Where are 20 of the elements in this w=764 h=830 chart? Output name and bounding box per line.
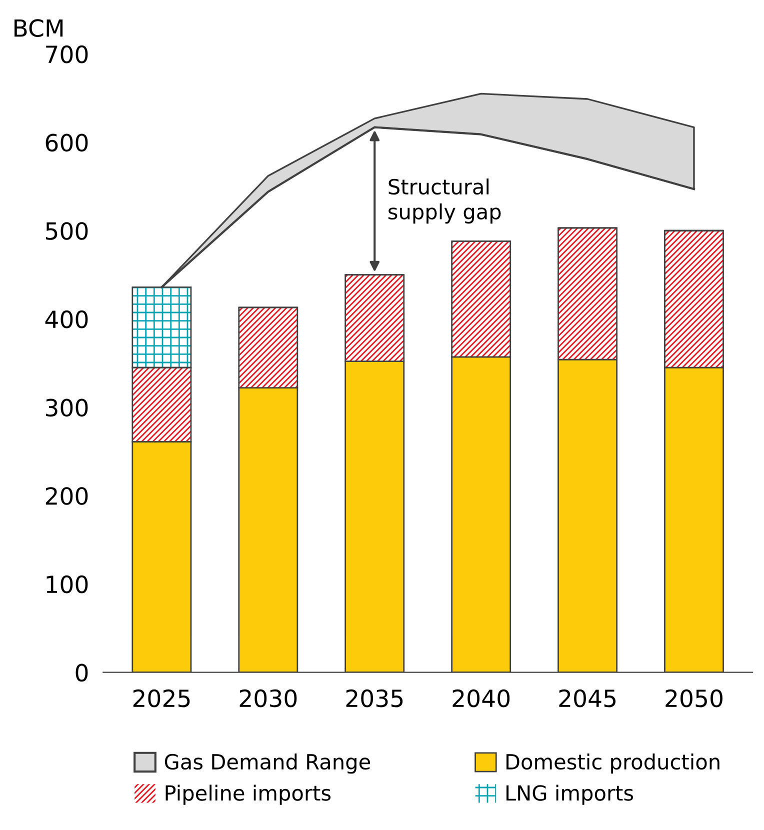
legend-label: LNG imports <box>506 784 634 805</box>
y-tick-label: 0 <box>76 664 88 682</box>
y-tick-label: 500 <box>46 222 88 240</box>
x-tick-label: 2025 <box>133 689 190 708</box>
legend-label: Pipeline imports <box>166 784 331 805</box>
y-tick-label: 600 <box>46 134 88 152</box>
y-tick-label: 400 <box>45 310 88 328</box>
x-tick-label: 2045 <box>559 689 616 708</box>
x-tick-label: 2040 <box>452 689 510 708</box>
x-tick-label: 2050 <box>666 689 722 708</box>
y-axis-title: BCM <box>14 19 63 38</box>
y-tick-label: 200 <box>46 487 88 505</box>
legend-label: Gas Demand Range <box>164 754 370 774</box>
x-tick-label: 2035 <box>346 689 403 708</box>
y-tick-label: 100 <box>46 575 88 594</box>
legend-label: Domestic production <box>506 754 720 774</box>
x-tick-label: 2030 <box>240 689 297 708</box>
y-tick-label: 700 <box>46 45 88 64</box>
y-tick-label: 300 <box>46 398 88 417</box>
annotation: Structural supply gap <box>388 178 501 224</box>
